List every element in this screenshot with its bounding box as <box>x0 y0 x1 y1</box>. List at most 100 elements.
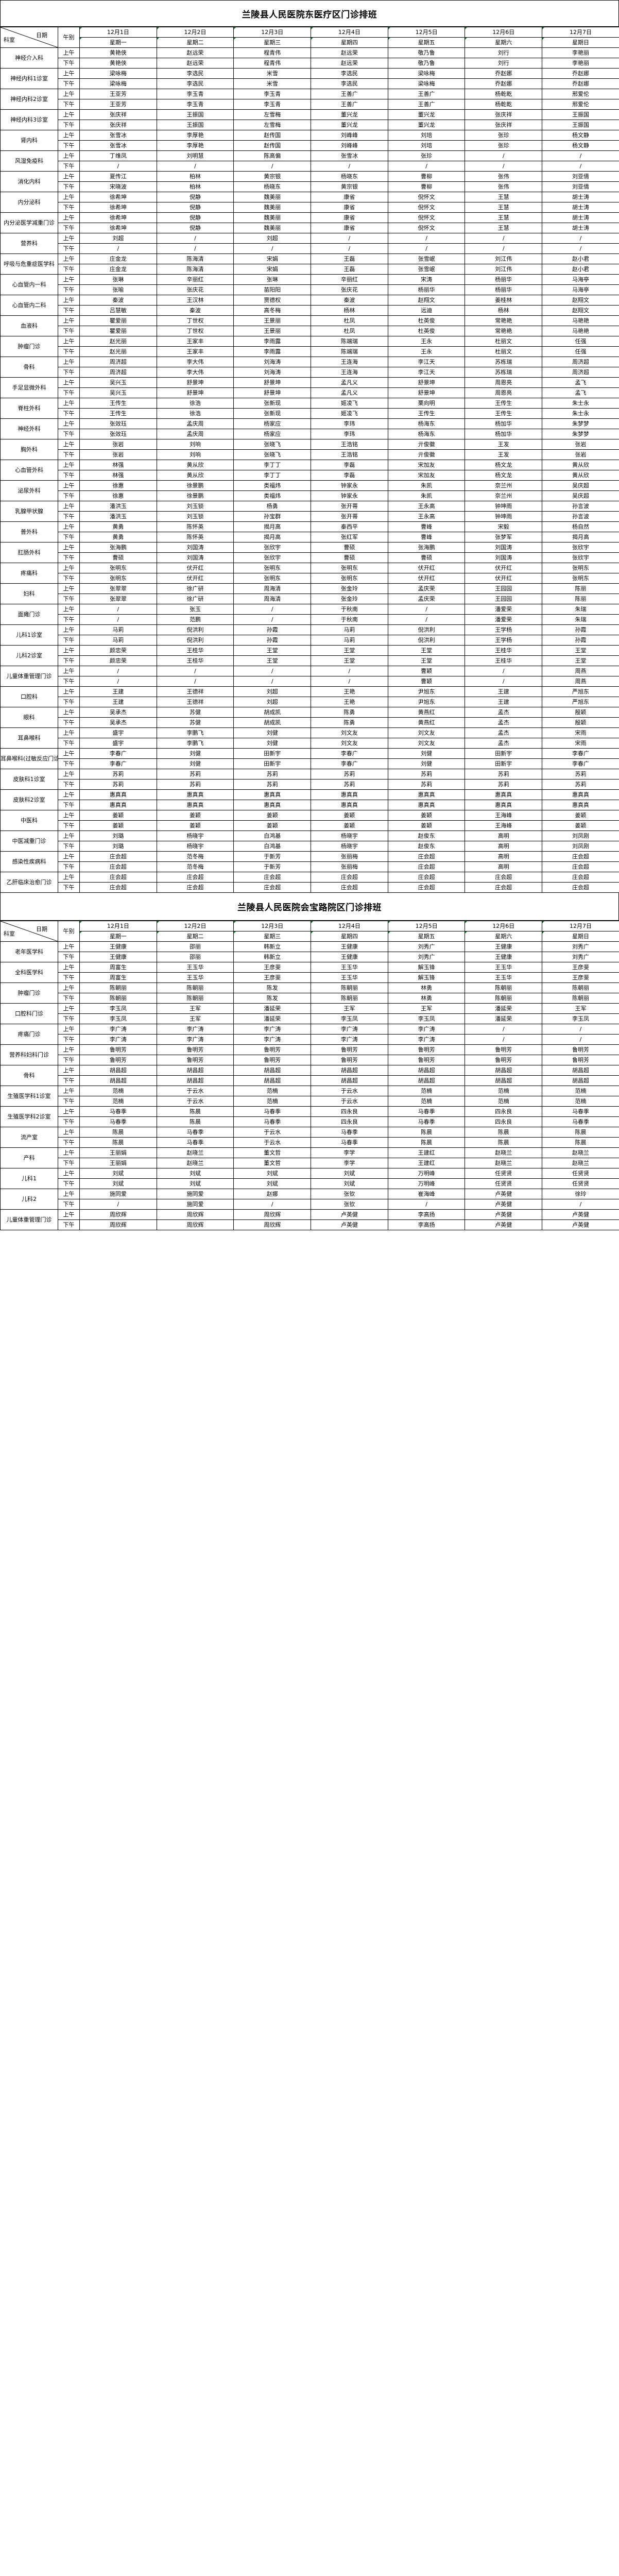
doctor-cell: 陈朝丽 <box>311 993 388 1004</box>
doctor-cell: 李丁丁 <box>233 460 312 470</box>
half-label-am: 上午 <box>58 604 80 615</box>
half-label-am: 上午 <box>58 810 80 821</box>
half-label-pm: 下午 <box>58 1158 80 1168</box>
table-row: 妇科 上午 张翠翠 徐广研 周海清 张金玲 孟庆荣 王园园 陈丽 <box>0 583 619 604</box>
doctor-cell: 刘响 <box>156 439 234 450</box>
doctor-cell: 庄会超 <box>79 861 157 872</box>
doctor-cell: 李学 <box>311 1147 388 1158</box>
doctor-cell: 鲁明芳 <box>233 1044 312 1055</box>
doctor-cell: 潘延荣 <box>465 1003 543 1014</box>
half-label-am: 上午 <box>58 295 80 306</box>
half-label-pm: 下午 <box>58 779 80 790</box>
doctor-cell: 刘江伟 <box>465 264 543 275</box>
doctor-cell: 王堂 <box>387 655 466 666</box>
table-row: 下午 张翠翠 徐广研 周海清 张金玲 孟庆荣 王园园 陈丽 <box>1 594 619 604</box>
doctor-cell: 丁世权 <box>156 326 234 336</box>
doctor-cell: 奈兰州 <box>465 480 543 491</box>
doctor-cell: 钟坤雨 <box>465 511 543 522</box>
doctor-cell: 李磊 <box>311 470 388 481</box>
doctor-cell: 白鸿基 <box>233 841 312 852</box>
doctor-cell: 吴承杰 <box>79 707 157 718</box>
doctor-cell: 刘璐 <box>79 841 157 852</box>
department-name: 老年医学科 <box>0 941 58 962</box>
doctor-cell: 胡成凯 <box>233 717 312 728</box>
doctor-cell: 四永良 <box>465 1116 543 1127</box>
doctor-cell: / <box>542 233 619 244</box>
table-row: 心血管内一科 上午 张琳 辛丽红 张琳 辛丽红 宋涛 杨丽华 马海亭 <box>0 274 619 295</box>
schedule-sheet: 兰陵县人民医院东医疗区门诊排班 日期 科室 午别 12月1日 12月2日 12月3日 12月4… <box>0 0 619 1230</box>
doctor-cell: 杜凤 <box>311 315 388 326</box>
table-row: 下午 张岩 刘响 张晓飞 王浩铭 亓俊徽 王发 张岩 <box>1 449 619 460</box>
half-label-am: 上午 <box>58 47 80 58</box>
doctor-cell: 陈晨 <box>387 1127 466 1138</box>
doctor-cell: 杨晓宇 <box>311 831 388 841</box>
doctor-cell: 陈朝丽 <box>156 993 234 1004</box>
table-row: 生殖医学科1诊室 上午 范楠 于云水 范楠 于云水 范楠 范楠 范楠 <box>0 1086 619 1107</box>
doctor-cell: 徐景鹏 <box>156 490 234 501</box>
doctor-cell: 胡昌超 <box>311 1065 388 1076</box>
doctor-cell: 潘爱荣 <box>465 614 543 625</box>
doctor-cell: 张庆花 <box>156 284 234 295</box>
table-row: 下午 吕慧敏 秦波 高冬梅 杨林 远迪 杨林 赵翔文 <box>1 305 619 316</box>
doctor-cell: 朱士永 <box>542 398 619 409</box>
doctor-cell: 瞿爱丽 <box>79 315 157 326</box>
doctor-cell: 刘培 <box>387 130 466 141</box>
doctor-cell: 王军 <box>311 1003 388 1014</box>
doctor-cell: 王善广 <box>311 89 388 99</box>
doctor-cell: 王德祥 <box>156 686 234 697</box>
doctor-cell: 张珍 <box>387 150 466 161</box>
doctor-cell: 陈晨 <box>465 1127 543 1138</box>
doctor-cell: / <box>387 161 466 172</box>
doctor-cell: 胡昌超 <box>79 1075 157 1086</box>
table-row: 骨科 上午 胡昌超 胡昌超 胡昌超 胡昌超 胡昌超 胡昌超 胡昌超 <box>0 1065 619 1086</box>
doctor-cell: 苏莉 <box>79 779 157 790</box>
table-row: 肛肠外科 上午 张海鹏 刘国涛 张欣宇 曹硕 张海鹏 刘国涛 张欣宇 <box>0 542 619 563</box>
table-row: 下午 庄会超 庄会超 庄会超 庄会超 庄会超 庄会超 庄会超 <box>1 882 619 893</box>
half-label-am: 上午 <box>58 336 80 347</box>
doctor-cell: 刘健 <box>156 748 234 759</box>
doctor-cell: 张欣宇 <box>233 552 312 563</box>
doctor-cell: 张庆花 <box>311 284 388 295</box>
doctor-cell: 常艳艳 <box>465 315 543 326</box>
doctor-cell: 伏开红 <box>156 563 234 573</box>
half-label-pm: 下午 <box>58 346 80 357</box>
doctor-cell: 胡昌超 <box>387 1075 466 1086</box>
doctor-cell: 倪静 <box>156 212 234 223</box>
doctor-cell: 胡士涛 <box>542 192 619 202</box>
doctor-cell: / <box>233 243 312 254</box>
doctor-cell: 张庆祥 <box>79 109 157 120</box>
doctor-cell: 王艳 <box>311 686 388 697</box>
doctor-cell: 惠真真 <box>79 800 157 810</box>
doctor-cell: 伏开红 <box>465 563 543 573</box>
doctor-cell: 胡昌超 <box>542 1065 619 1076</box>
day-header-date-5: 12月5日 <box>387 921 466 931</box>
table-row: 儿科1 上午 刘斌 刘斌 刘斌 刘斌 万明峰 任贤贤 任贤贤 <box>0 1168 619 1189</box>
doctor-cell: 倪怀文 <box>387 223 466 233</box>
half-label-am: 上午 <box>58 583 80 594</box>
doctor-cell: 朱梦梦 <box>542 418 619 429</box>
half-label-pm: 下午 <box>58 573 80 584</box>
doctor-cell: 陈丽 <box>542 583 619 594</box>
doctor-cell: 马艳艳 <box>542 315 619 326</box>
half-label-pm: 下午 <box>58 820 80 831</box>
doctor-cell: 殷颖 <box>542 707 619 718</box>
doctor-cell: 胡昌超 <box>156 1075 234 1086</box>
table-row: 下午 张喻 张庆花 苗阳阳 张庆花 杨丽华 杨丽华 马海亭 <box>1 284 619 295</box>
doctor-cell: 惠真真 <box>311 800 388 810</box>
day-header-date-2: 12月2日 <box>156 27 234 38</box>
doctor-cell: 徐希坤 <box>79 223 157 233</box>
doctor-cell: 陈海清 <box>156 264 234 275</box>
doctor-cell: 胡士涛 <box>542 202 619 213</box>
doctor-cell: 王玉华 <box>465 962 543 973</box>
table-row: 内分泌科 上午 徐希坤 倪静 魏美丽 康省 倪怀文 王慧 胡士涛 <box>0 192 619 213</box>
doctor-cell: 苏栋瑞 <box>465 367 543 378</box>
half-label-pm: 下午 <box>58 223 80 233</box>
doctor-cell: 胡昌超 <box>233 1075 312 1086</box>
doctor-cell: 赵远荣 <box>311 47 388 58</box>
doctor-cell: 乔赵娜 <box>465 78 543 89</box>
doctor-cell: 庄会超 <box>311 882 388 893</box>
doctor-cell: / <box>465 666 543 676</box>
department-name: 皮肤科2诊室 <box>0 789 58 810</box>
table-row: 营养科 上午 刘超 / 刘超 / / / / <box>0 233 619 254</box>
doctor-cell: 钟坤雨 <box>465 501 543 512</box>
